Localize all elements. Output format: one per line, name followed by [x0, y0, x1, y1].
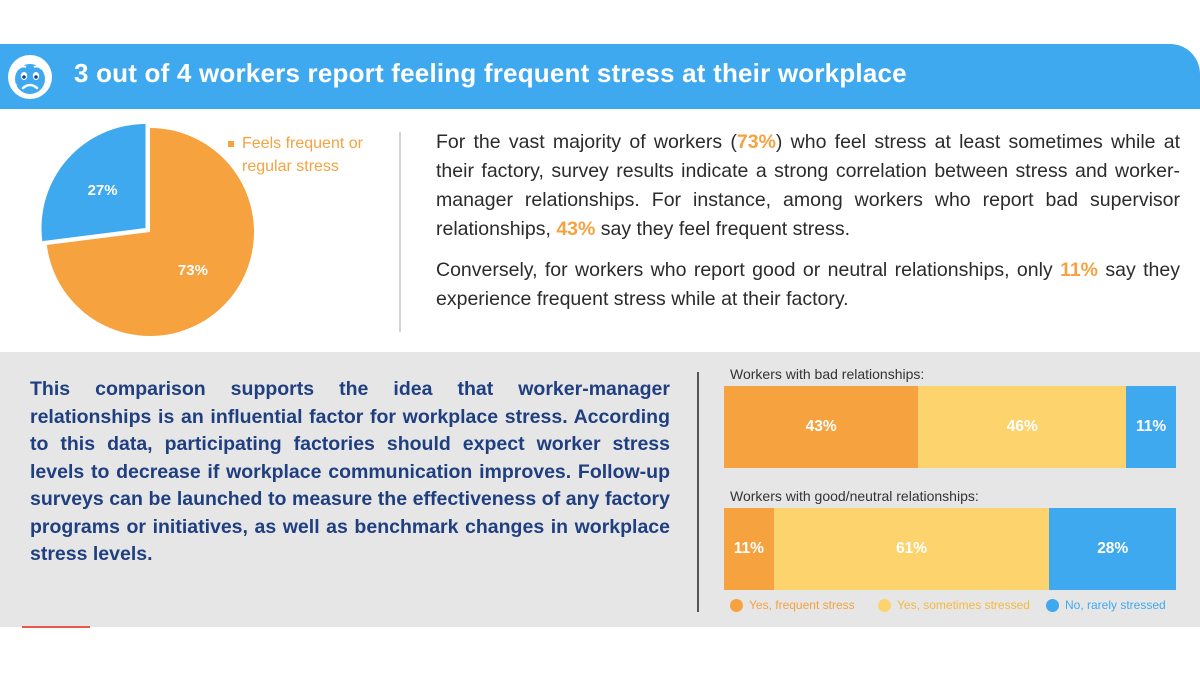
p2-highlight-11: 11%: [1060, 259, 1099, 281]
p2-text-b: say they experience frequent stress whil…: [436, 259, 1180, 310]
page-title: 3 out of 4 workers report feeling freque…: [74, 58, 907, 88]
pie-slice-73: [46, 128, 255, 336]
stacked-bar-chart: Workers with bad relationships: 43% 46% 11…: [724, 366, 1176, 616]
bar-legend: Yes, frequent stress Yes, sometimes stres…: [730, 598, 1180, 616]
conclusion-text: This comparison supports the idea that w…: [30, 378, 670, 565]
bottom-divider: [697, 372, 699, 612]
p2-text-a: Conversely, for workers who report good …: [436, 259, 1061, 281]
pie-label-27: 27%: [88, 182, 118, 199]
p1-highlight-73: 73%: [736, 131, 776, 153]
bar-label-good: Workers with good/neutral relationships:: [730, 488, 979, 504]
bar-segment-1-0: 11%: [724, 508, 774, 590]
bar-legend-item: No, rarely stressed: [1046, 598, 1166, 612]
bar-legend-dot: [878, 598, 891, 612]
pie-label-73: 73%: [178, 262, 208, 279]
p1-text-b: ) who feel stress at least sometimes whi…: [436, 131, 1181, 240]
bar-legend-item: Yes, sometimes stressed: [878, 598, 1030, 612]
paragraph-1: For the vast majority of workers (73%) w…: [436, 128, 1180, 244]
bar-label-bad: Workers with bad relationships:: [730, 366, 925, 382]
legend-swatch: [228, 141, 234, 147]
bar-segment-0-0: 43%: [724, 386, 919, 468]
bar-legend-label: No, rarely stressed: [1065, 598, 1166, 612]
bar-segment-0-2: 11%: [1126, 386, 1176, 468]
bar-legend-item: Yes, frequent stress: [730, 598, 855, 612]
bar-row-good: 11% 61% 28%: [724, 508, 1176, 590]
bar-segment-1-2: 28%: [1049, 508, 1176, 590]
paragraph-2: Conversely, for workers who report good …: [436, 256, 1180, 314]
bar-segment-1-1: 61%: [773, 508, 1050, 590]
top-divider: [399, 132, 401, 332]
p1-highlight-43: 43%: [556, 218, 596, 240]
p1-text-a: For the vast majority of workers (: [436, 131, 737, 153]
bar-legend-dot: [730, 598, 743, 612]
top-paragraphs: For the vast majority of workers (73%) w…: [436, 128, 1180, 314]
header-banner: 3 out of 4 workers report feeling freque…: [0, 44, 1200, 109]
bar-row-bad: 43% 46% 11%: [724, 386, 1176, 468]
accent-line: [22, 626, 90, 628]
bar-segment-0-1: 46%: [918, 386, 1127, 468]
bar-legend-label: Yes, sometimes stressed: [897, 598, 1030, 612]
sad-face-icon: [8, 55, 52, 99]
bar-legend-label: Yes, frequent stress: [749, 598, 855, 612]
pie-legend-label: Feels frequent or regular stress: [242, 135, 363, 175]
p1-text-c: say they feel frequent stress.: [595, 218, 851, 240]
bar-legend-dot: [1046, 598, 1059, 612]
pie-chart: 73% 27%: [40, 122, 260, 342]
pie-slice-27: [41, 124, 146, 242]
